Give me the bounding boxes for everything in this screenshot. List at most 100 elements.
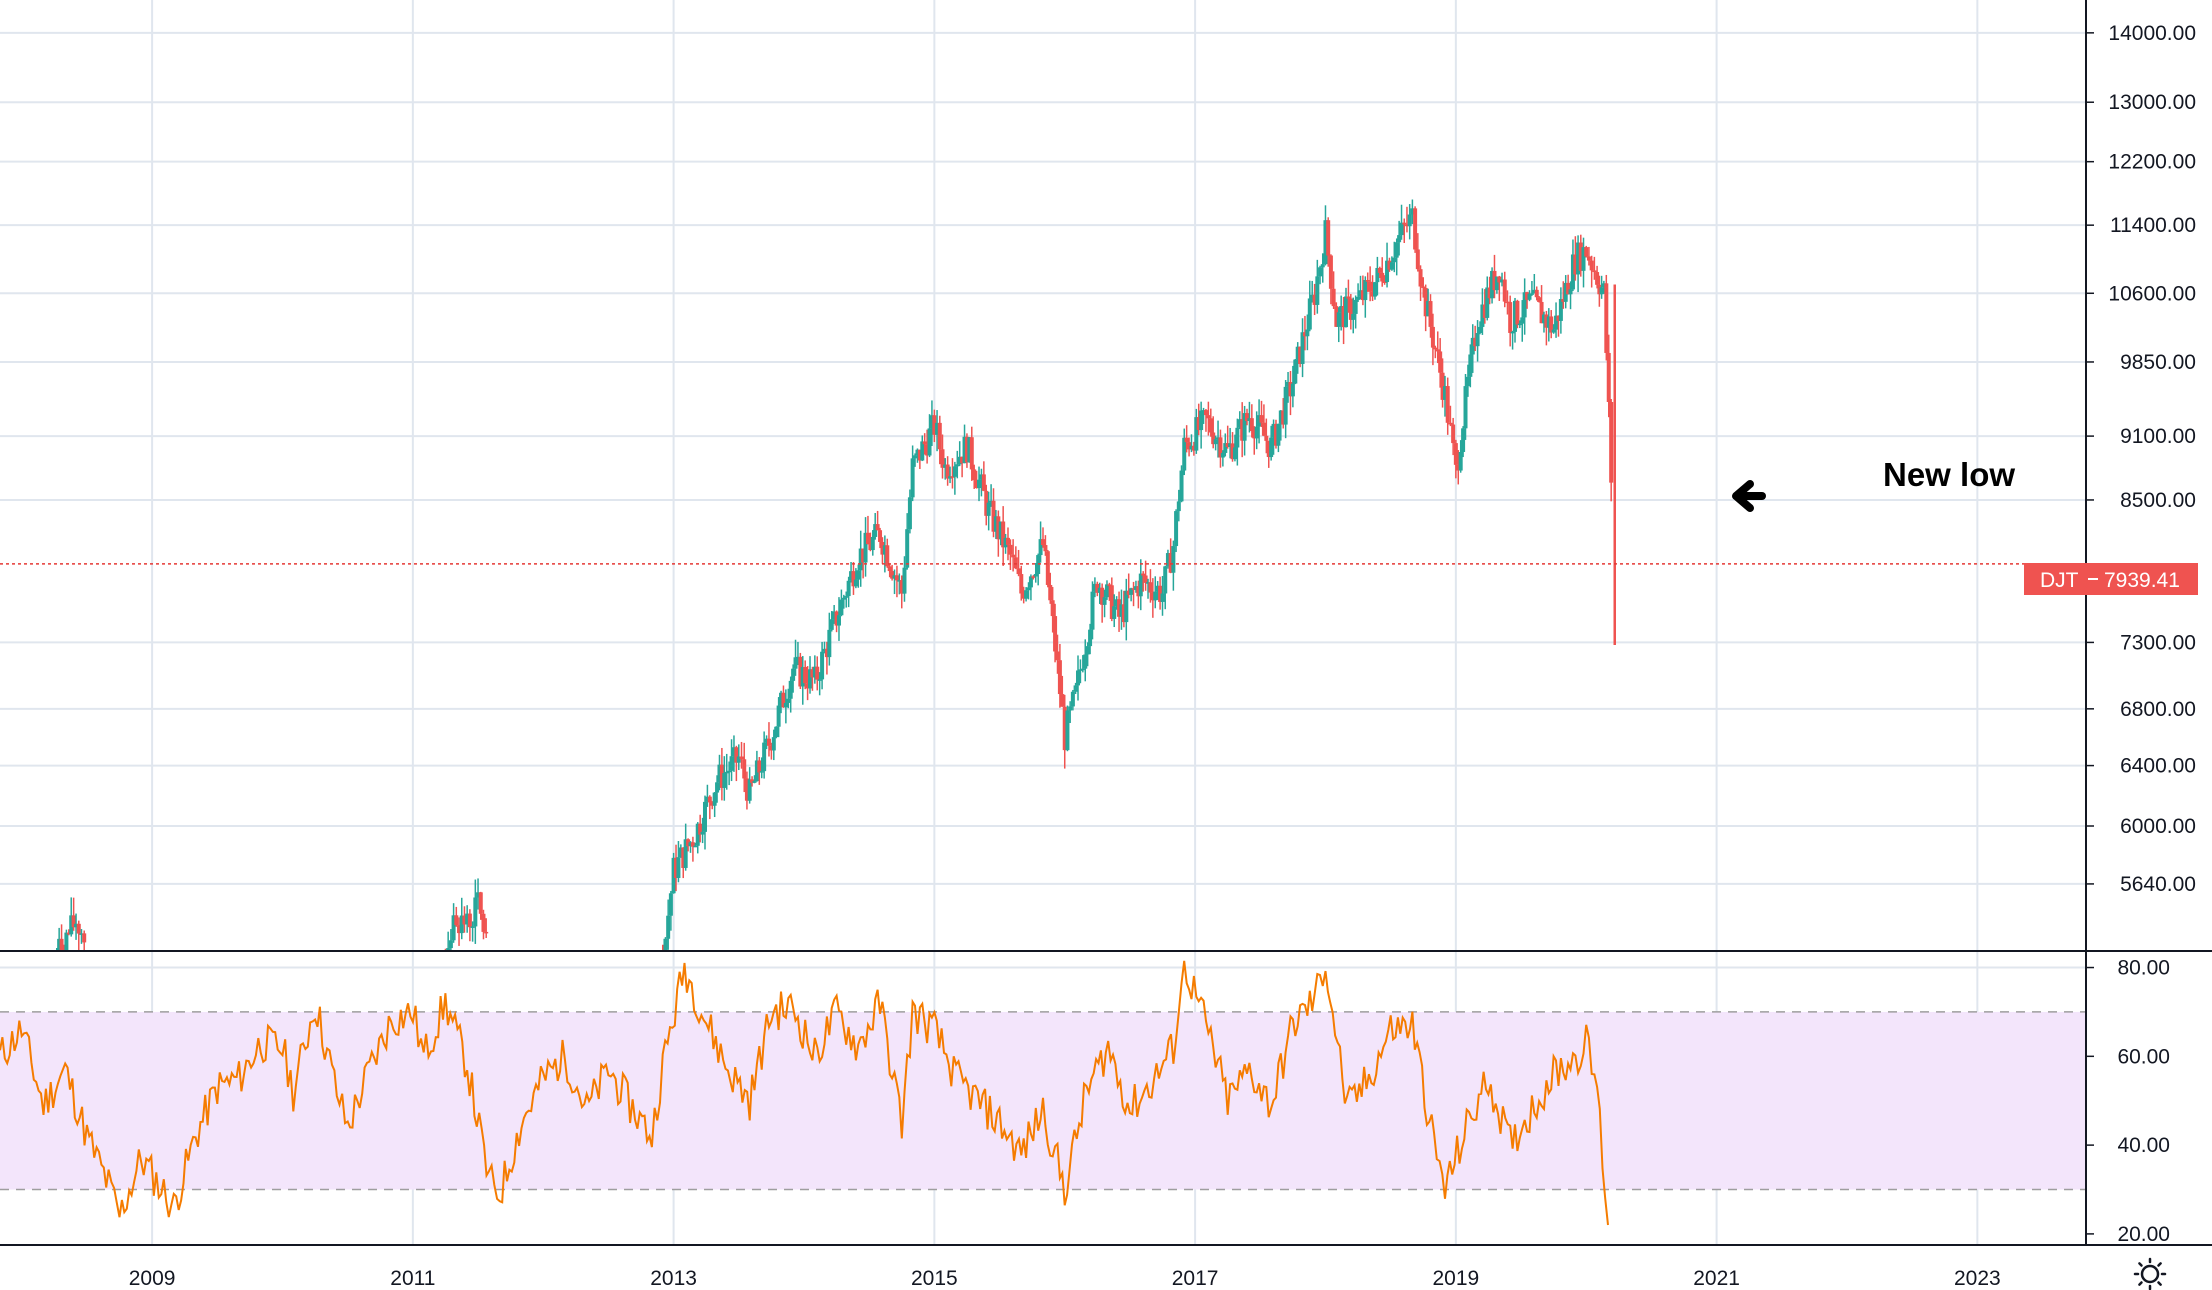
- candle-body: [870, 536, 875, 551]
- candle-body: [759, 771, 764, 773]
- rsi-line[interactable]: [0, 960, 1609, 1226]
- candle-body: [1104, 584, 1109, 598]
- candle-body: [979, 474, 984, 480]
- candle-body: [1160, 593, 1165, 602]
- candle-body: [1323, 220, 1328, 265]
- time-axis[interactable]: 2009 2011 2013 2015 2017 2019 2021 2023: [129, 1267, 2001, 1290]
- candle-body: [671, 857, 676, 894]
- candle-body: [1220, 452, 1225, 458]
- candle-body: [1076, 670, 1081, 686]
- candle-body: [1257, 415, 1262, 427]
- candle-body: [454, 915, 459, 926]
- candle-body: [1561, 299, 1566, 302]
- candle-body: [1286, 382, 1291, 387]
- candle-body: [1266, 440, 1271, 458]
- candle-body: [1597, 284, 1602, 295]
- candle-body: [1522, 292, 1527, 318]
- candle-body: [827, 629, 832, 658]
- candle-body: [1021, 593, 1026, 599]
- price-tick-label: 13000.00: [2108, 91, 2196, 114]
- candle-body: [1038, 539, 1043, 556]
- candle-body: [1331, 288, 1336, 307]
- candle-body: [1080, 668, 1085, 671]
- price-tick-label: 14000.00: [2108, 22, 2196, 45]
- candle-body: [663, 938, 668, 950]
- candle-body: [1247, 418, 1252, 422]
- candle-body: [1399, 222, 1404, 236]
- candle-body: [786, 698, 791, 703]
- candle-body: [1117, 599, 1122, 617]
- rsi-axis[interactable]: 80.00 60.00 40.00 20.00: [2086, 957, 2170, 1246]
- candle-body: [698, 823, 703, 835]
- candle-body: [1586, 256, 1591, 261]
- new-low-annotation[interactable]: New low: [1732, 456, 2015, 512]
- candle-body: [1351, 313, 1356, 320]
- candle-body: [984, 490, 989, 516]
- candle-body: [1433, 347, 1438, 350]
- candle-body: [1165, 553, 1170, 567]
- candle-body: [1315, 276, 1320, 305]
- candle-body: [1508, 302, 1513, 333]
- time-tick-label: 2023: [1954, 1267, 2001, 1290]
- candle-body: [1368, 281, 1373, 292]
- candle-body: [1148, 582, 1153, 593]
- candle-body: [1394, 242, 1399, 258]
- candle-body: [467, 913, 472, 928]
- candle-body: [752, 781, 757, 783]
- candle-body: [1328, 255, 1333, 289]
- candle-body: [1288, 382, 1293, 397]
- settings-gear-icon[interactable]: [2133, 1257, 2167, 1290]
- candle-body: [861, 548, 866, 563]
- candle-body: [1230, 443, 1235, 460]
- candle-body: [932, 415, 937, 435]
- candle-body: [1358, 290, 1363, 297]
- candle-body: [1062, 706, 1067, 751]
- candle-body: [810, 669, 815, 678]
- candle-body: [710, 802, 715, 806]
- candle-body: [943, 464, 948, 468]
- candle-body: [948, 476, 953, 479]
- candle-body: [715, 782, 720, 793]
- candle-body: [1346, 296, 1351, 299]
- candle-body: [734, 747, 739, 763]
- candle-body: [1568, 289, 1573, 295]
- candle-body: [1375, 267, 1380, 283]
- candle-body: [1370, 291, 1375, 297]
- price-axis[interactable]: 14000.00 13000.00 12200.00 11400.00 10600.00…: [2086, 22, 2196, 896]
- candle-body: [1126, 590, 1131, 595]
- candle-body: [1048, 584, 1053, 601]
- candlestick-series[interactable]: [54, 199, 1616, 952]
- candle-body: [754, 760, 759, 782]
- candle-body: [977, 479, 982, 489]
- rsi-tick-label: 60.00: [2117, 1045, 2170, 1068]
- candle-body: [902, 567, 907, 594]
- candle-body: [967, 437, 972, 463]
- candle-body: [1026, 587, 1031, 591]
- candle-body: [1573, 254, 1578, 275]
- candle-body: [1494, 276, 1499, 291]
- candle-body: [863, 532, 868, 563]
- candle-body: [1191, 445, 1196, 451]
- candle-body: [1541, 314, 1546, 324]
- candle-body: [1090, 591, 1095, 630]
- candle-body: [781, 692, 786, 708]
- candle-body: [1150, 592, 1155, 601]
- candle-body: [834, 611, 839, 626]
- candle-body: [1085, 646, 1090, 655]
- candle-body: [470, 926, 475, 928]
- candle-body: [1344, 296, 1349, 328]
- candle-body: [1293, 359, 1298, 384]
- candle-body: [1131, 588, 1136, 590]
- candle-body: [868, 544, 873, 551]
- candle-body: [993, 516, 998, 532]
- candle-body: [736, 756, 741, 763]
- candle-body: [1584, 247, 1589, 257]
- candle-body: [1438, 351, 1443, 373]
- candle-body: [917, 449, 922, 461]
- candle-body: [1276, 423, 1281, 446]
- candle-body: [1194, 417, 1199, 451]
- candle-body: [681, 847, 686, 868]
- candle-body: [481, 913, 486, 932]
- candle-body: [1196, 417, 1201, 431]
